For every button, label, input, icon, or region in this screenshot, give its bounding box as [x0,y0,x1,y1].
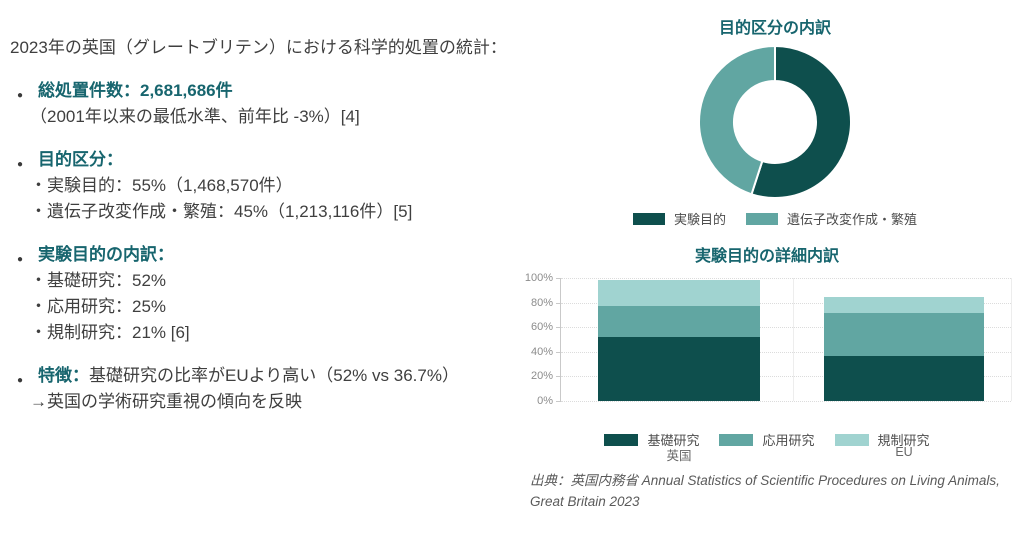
bullet-heading: 実験目的の内訳： [38,245,174,264]
stacked-bar-chart: 実験目的の詳細内訳 0% 20% 40% 60% 80% 100% 英国 EU 基礎研究 応用研… [510,242,1024,463]
legend-label: 基礎研究 [647,433,700,448]
bullet-icon: ● [17,254,24,265]
legend-swatch [719,433,754,446]
stacked-bar [824,278,984,401]
bullet-heading: 目的区分： [38,150,123,169]
legend-item: 応用研究 [719,430,815,449]
bullet-heading: 総処置件数：2,681,686件 [38,81,233,100]
x-category-label: EU [895,445,913,459]
legend-label: 実験目的 [673,212,726,227]
summary-text-block: 2023年の英国（グレートブリテン）における科学的処置の統計： ● 総処置件数：2… [10,36,515,432]
bar-segment [598,280,760,307]
bar-chart-title: 実験目的の詳細内訳 [694,248,839,265]
gridline [561,351,1011,353]
gridline [561,327,1011,329]
legend-swatch [632,212,665,225]
legend-label: 応用研究 [762,433,815,448]
bullet-text: 基礎研究の比率がEUより高い（52% vs 36.7%） [89,366,459,385]
bar-segment [598,306,760,338]
legend-label: 規制研究 [877,433,930,448]
bullet-line: ・規制研究：21% [6] [30,323,190,342]
bullet-line: ・応用研究：25% [30,297,167,316]
bullet-item: ● 目的区分： ・実験目的：55%（1,468,570件） ・遺伝子改変作成・繁殖：4… [10,147,515,225]
bullet-icon: ● [17,159,24,170]
stacked-bar [598,278,760,401]
gridline [561,302,1011,304]
bullet-item: ● 特徴：基礎研究の比率がEUより高い（52% vs 36.7%） →英国の学術研究… [10,363,515,415]
y-tick-label: 20% [530,370,553,383]
y-tick-label: 100% [524,272,553,284]
page-title: 2023年の英国（グレートブリテン）における科学的処置の統計： [10,38,507,57]
source-note: 出典：英国内務省 Annual Statistics of Scientific… [530,473,1000,509]
donut-chart-title: 目的区分の内訳 [718,20,831,37]
bullet-line: →英国の学術研究重視の傾向を反映 [30,392,302,411]
legend-swatch [834,433,869,446]
donut-legend: 実験目的 遺伝子改変作成・繁殖 [630,209,920,228]
donut-plot [698,45,852,199]
legend-item: 遺伝子改変作成・繁殖 [746,209,917,228]
bullet-icon: ● [17,375,24,386]
tick-mark [556,327,561,329]
bullet-line: ・遺伝子改変作成・繁殖：45%（1,213,116件）[5] [30,202,413,221]
legend-swatch [746,212,778,225]
tick-mark [556,302,561,304]
bullet-line: ・基礎研究：52% [30,271,167,290]
gridline [561,376,1011,378]
donut-chart: 目的区分の内訳 実験目的 遺伝子改変作成・繁殖 [630,14,920,228]
tick-mark [556,401,561,402]
bullet-line: ・実験目的：55%（1,468,570件） [30,176,293,195]
bullet-heading: 特徴： [38,366,89,385]
bullet-item: ● 実験目的の内訳： ・基礎研究：52% ・応用研究：25% ・規制研究：21% [6] [10,242,515,346]
bullet-icon: ● [17,90,24,101]
tick-mark [556,351,561,353]
bar-segment [824,296,984,313]
tick-mark [556,376,561,378]
donut-segment [698,45,776,196]
bar-legend: 基礎研究 応用研究 規制研究 [510,430,1024,449]
y-tick-label: 80% [530,296,553,309]
tick-mark [556,278,561,279]
bullet-list: ● 総処置件数：2,681,686件 （2001年以来の最低水準、前年比 -3%）[… [10,78,515,415]
y-tick-label: 60% [530,321,553,334]
legend-item: 基礎研究 [604,430,699,449]
bar-plot-area: 0% 20% 40% 60% 80% 100% 英国 EU [525,272,1012,463]
category-divider [793,278,794,401]
legend-item: 規制研究 [834,430,930,449]
bullet-line: （2001年以来の最低水準、前年比 -3%）[4] [30,107,360,126]
legend-label: 遺伝子改変作成・繁殖 [787,212,918,227]
gridline [561,401,1011,402]
bar-segment [824,355,984,401]
x-category-label: 英国 [666,449,692,463]
legend-item: 実験目的 [632,209,726,228]
gridline [561,278,1011,279]
bar-segment [824,312,984,356]
bar-segment [598,337,760,401]
y-tick-label: 0% [537,395,553,407]
legend-swatch [604,433,639,446]
y-tick-label: 40% [530,345,553,358]
donut-segment [750,45,852,199]
bullet-item: ● 総処置件数：2,681,686件 （2001年以来の最低水準、前年比 -3%）[… [10,78,515,130]
